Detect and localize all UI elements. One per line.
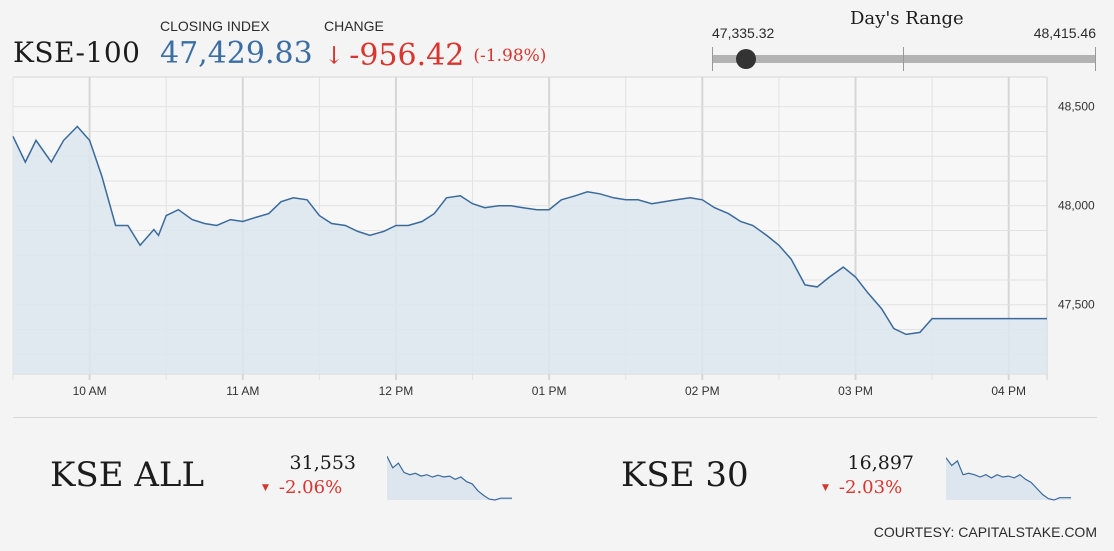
- mini-index-value: 16,897: [847, 452, 914, 474]
- x-tick-label: 02 PM: [685, 384, 720, 398]
- y-tick-label: 47,500: [1058, 298, 1095, 312]
- y-tick-label: 48,500: [1058, 100, 1095, 114]
- section-divider: [13, 417, 1097, 418]
- days-range-low: 47,335.32: [712, 25, 775, 41]
- down-triangle-icon: ▼: [822, 483, 829, 493]
- mini-index-name: KSE ALL: [50, 455, 205, 495]
- mini-index-change: ▼ -2.06%: [262, 477, 342, 498]
- mini-index-change-value: -2.06%: [278, 477, 343, 498]
- index-name: KSE-100: [13, 36, 141, 69]
- x-tick-label: 01 PM: [532, 384, 567, 398]
- y-tick-label: 48,000: [1058, 199, 1095, 213]
- range-tick-left: [712, 47, 713, 71]
- mini-index-name: KSE 30: [621, 455, 749, 495]
- x-tick-label: 10 AM: [73, 384, 107, 398]
- change-value: -956.42: [349, 38, 465, 73]
- mini-chart-line: [946, 457, 1071, 501]
- down-arrow-icon: ↓: [324, 41, 345, 70]
- x-tick-label: 11 AM: [226, 384, 259, 398]
- days-range-knob[interactable]: [735, 49, 756, 69]
- mini-chart-area: [387, 456, 512, 500]
- x-tick-label: 03 PM: [838, 384, 873, 398]
- mini-index-value: 31,553: [289, 452, 356, 474]
- change-percent: (-1.98%): [473, 45, 547, 66]
- change-group: ↓ -956.42 (-1.98%): [324, 38, 546, 73]
- mini-chart: [387, 456, 512, 501]
- main-chart: 48,500 48,000 47,500 10 AM 11 AM 12 PM 01 PM 02…: [12, 76, 1095, 398]
- courtesy-credit: COURTESY: CAPITALSTAKE.COM: [873, 524, 1097, 540]
- series-area: [13, 126, 1047, 374]
- x-tick-label: 12 PM: [379, 384, 414, 398]
- mini-chart: [946, 457, 1071, 501]
- closing-index-label: CLOSING INDEX: [160, 18, 270, 34]
- down-triangle-icon: ▼: [262, 483, 269, 493]
- series-line: [12, 125, 1047, 336]
- range-tick-mid: [903, 47, 904, 71]
- days-range-track: [712, 55, 1096, 63]
- mini-chart-line: [387, 456, 512, 501]
- x-tick-label: 04 PM: [991, 384, 1026, 398]
- range-tick-right: [1095, 47, 1096, 71]
- mini-chart-area: [946, 457, 1071, 500]
- mini-index-change-value: -2.03%: [838, 477, 903, 498]
- days-range-title: Day's Range: [850, 8, 964, 29]
- closing-index-value: 47,429.83: [160, 36, 313, 71]
- days-range-high: 48,415.46: [1033, 25, 1096, 41]
- mini-index-change: ▼ -2.03%: [822, 477, 902, 498]
- change-label: CHANGE: [324, 18, 384, 34]
